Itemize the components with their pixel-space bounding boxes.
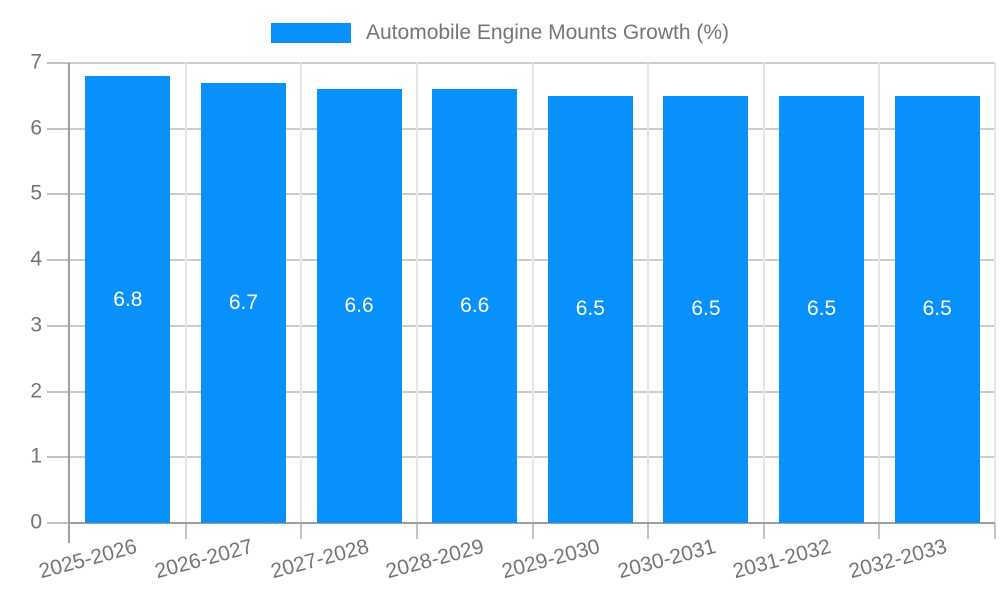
y-axis-tick [47,522,70,524]
x-axis-line [70,522,995,524]
bar[interactable]: 6.5 [894,95,980,523]
y-axis-tick-label: 0 [30,510,42,534]
bar-value-label: 6.5 [691,297,721,321]
v-gridline [531,63,534,523]
bar[interactable]: 6.7 [200,82,286,523]
v-gridline [300,63,303,523]
v-gridline [762,63,765,523]
legend: Automobile Engine Mounts Growth (%) [0,21,1000,45]
bar[interactable]: 6.5 [779,95,865,523]
y-axis-tick [47,390,70,393]
x-axis-category-label: 2031-2032 [730,535,834,584]
v-gridline [184,63,187,523]
legend-label: Automobile Engine Mounts Growth (%) [366,21,729,44]
y-axis-tick [47,127,70,130]
x-axis-category-label: 2032-2033 [846,535,950,584]
y-axis-tick [47,259,70,262]
x-axis-category-label: 2025-2026 [36,535,140,584]
x-axis-category-label: 2026-2027 [152,535,256,584]
bar[interactable]: 6.6 [432,89,518,523]
x-axis-tick [531,523,534,539]
x-axis-tick [878,523,881,539]
y-axis-tick-label: 5 [30,181,42,205]
x-axis-tick [184,523,187,539]
y-axis-tick [47,62,70,64]
bar-value-label: 6.7 [228,290,259,314]
bar-value-label: 6.5 [806,297,837,321]
y-axis-line [68,63,70,543]
bar-value-label: 6.5 [575,297,605,321]
legend-swatch [271,23,351,43]
y-axis-tick-label: 1 [30,444,42,468]
bar[interactable]: 6.5 [663,95,749,523]
y-axis-tick-label: 6 [30,115,42,139]
bar-value-label: 6.6 [460,294,490,318]
v-gridline [415,63,418,523]
v-gridline [878,63,881,523]
y-axis-tick-label: 3 [30,313,42,337]
y-axis-tick [47,456,70,459]
y-axis-tick-label: 4 [30,247,42,271]
bar[interactable]: 6.6 [316,89,402,523]
x-axis-tick [762,523,765,539]
x-axis-category-label: 2027-2028 [268,535,372,584]
bar[interactable]: 6.8 [85,76,171,523]
x-axis-tick [415,523,418,539]
x-axis-tick [300,523,303,539]
bar-value-label: 6.8 [113,287,143,311]
bar-value-label: 6.5 [922,297,952,321]
x-axis-tick [647,523,650,539]
v-gridline [647,63,650,523]
y-axis-tick-label: 2 [30,378,42,402]
bar-value-label: 6.6 [344,294,374,318]
x-axis-tick [994,523,996,539]
x-axis-category-label: 2030-2031 [614,535,718,584]
y-axis-tick [47,324,70,327]
y-axis-tick-label: 7 [30,50,42,74]
v-gridline [994,63,996,523]
bar[interactable]: 6.5 [547,95,633,523]
y-axis-tick [47,193,70,196]
x-axis-category-label: 2028-2029 [383,535,487,584]
x-axis-category-label: 2029-2030 [499,535,603,584]
